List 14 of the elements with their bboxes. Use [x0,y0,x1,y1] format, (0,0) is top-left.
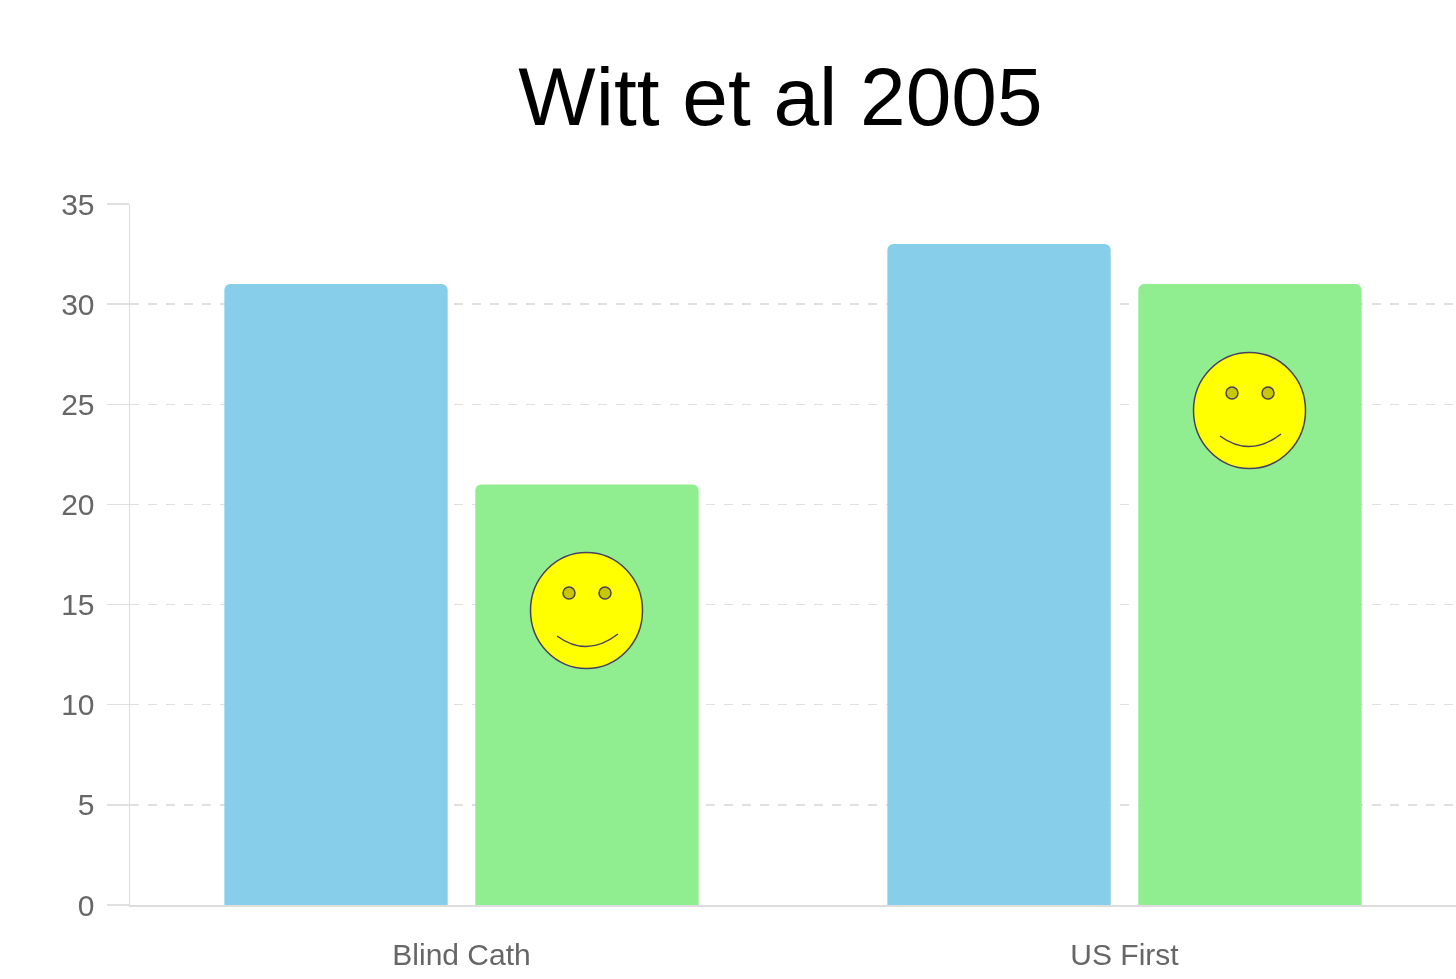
chart-title: Witt et al 2005 [518,50,1043,142]
y-tick-label: 5 [77,788,95,822]
bar [887,244,1111,905]
y-tick-label: 15 [61,588,95,622]
y-tick-label: 35 [61,187,95,221]
y-tick-label: 10 [61,688,95,722]
bar [224,284,448,905]
y-tick-label: 25 [61,387,95,421]
bar [1138,284,1362,905]
x-tick-label: US First [1070,937,1180,971]
y-tick-label: 30 [61,287,95,321]
x-tick-label: Blind Cath [392,937,531,971]
y-tick-label: 0 [77,888,95,922]
y-tick-label: 20 [61,487,95,521]
